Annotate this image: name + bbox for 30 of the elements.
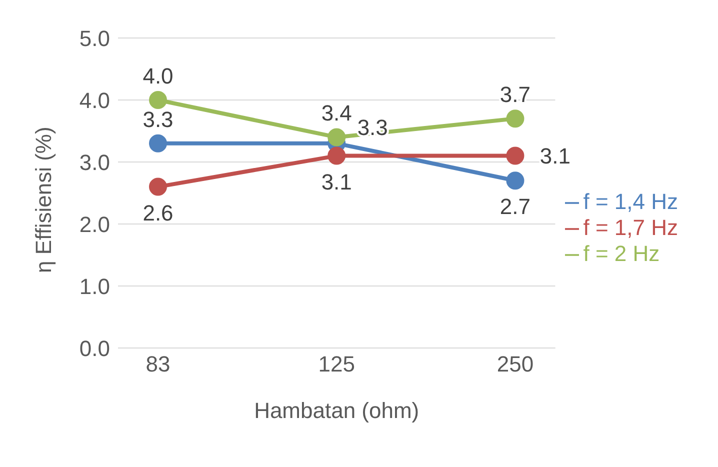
data-label: 3.1 — [321, 169, 352, 194]
x-axis-title: Hambatan (ohm) — [254, 398, 420, 423]
data-label: 3.3 — [142, 106, 174, 132]
point — [149, 91, 167, 109]
x-tick-label: 83 — [146, 352, 170, 377]
legend-label: f = 1,4 Hz — [583, 189, 678, 214]
point — [328, 128, 346, 146]
y-tick-label: 3.0 — [79, 150, 110, 175]
data-label: 2.7 — [500, 194, 531, 220]
legend-label: f = 1,7 Hz — [583, 215, 678, 240]
y-tick-label: 1.0 — [79, 274, 110, 299]
data-label: 2.6 — [142, 200, 174, 226]
x-tick-label: 125 — [318, 352, 355, 377]
data-label: 3.7 — [500, 82, 531, 108]
data-label: 3.1 — [540, 143, 571, 168]
y-tick-label: 2.0 — [79, 212, 110, 237]
y-tick-label: 5.0 — [79, 26, 110, 51]
y-tick-label: 0.0 — [79, 336, 110, 361]
point — [149, 178, 167, 196]
legend-label: f = 2 Hz — [583, 241, 660, 266]
x-tick-label: 250 — [496, 352, 534, 377]
point — [506, 110, 524, 128]
y-axis-title: η Effisiensi (%) — [30, 126, 56, 273]
point — [506, 172, 524, 190]
point — [506, 146, 524, 165]
point — [328, 146, 346, 165]
point — [149, 134, 167, 152]
y-tick-label: 4.0 — [79, 88, 110, 113]
data-label: 4.0 — [142, 64, 174, 88]
data-label: 3.4 — [321, 100, 352, 126]
